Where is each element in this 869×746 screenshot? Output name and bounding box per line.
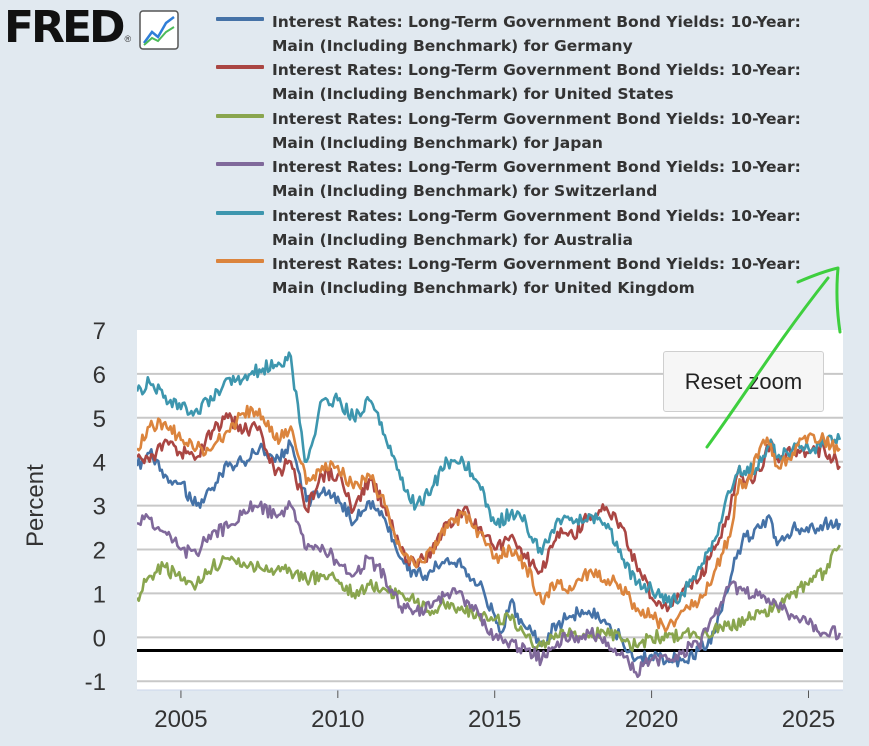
x-tick-label: 2020 bbox=[625, 706, 678, 733]
legend-item[interactable]: Interest Rates: Long-Term Government Bon… bbox=[216, 204, 856, 252]
legend-item[interactable]: Interest Rates: Long-Term Government Bon… bbox=[216, 58, 856, 106]
y-axis-title: Percent bbox=[22, 464, 49, 547]
x-tick-label: 2015 bbox=[468, 706, 521, 733]
legend-swatch bbox=[216, 210, 264, 215]
y-tick-label: 6 bbox=[93, 362, 106, 389]
chart-legend: Interest Rates: Long-Term Government Bon… bbox=[216, 10, 856, 300]
series-line[interactable] bbox=[137, 412, 841, 613]
y-tick-label: 3 bbox=[93, 494, 106, 521]
y-tick-label: -1 bbox=[85, 669, 106, 696]
y-tick-label: 7 bbox=[93, 318, 106, 345]
series-line[interactable] bbox=[137, 351, 842, 608]
x-tick-label: 2025 bbox=[782, 706, 835, 733]
legend-label: Interest Rates: Long-Term Government Bon… bbox=[272, 61, 801, 104]
y-tick-label: 2 bbox=[93, 538, 106, 565]
series-line[interactable] bbox=[137, 439, 842, 668]
x-tick-label: 2010 bbox=[311, 706, 364, 733]
legend-swatch bbox=[216, 162, 264, 167]
y-tick-label: 4 bbox=[93, 450, 106, 477]
legend-label: Interest Rates: Long-Term Government Bon… bbox=[272, 206, 801, 249]
series-line[interactable] bbox=[137, 404, 841, 633]
legend-label: Interest Rates: Long-Term Government Bon… bbox=[272, 158, 801, 201]
trend-chart-icon bbox=[139, 10, 179, 55]
logo-text: FRED bbox=[4, 2, 126, 53]
x-tick-label: 2005 bbox=[154, 706, 207, 733]
legend-item[interactable]: Interest Rates: Long-Term Government Bon… bbox=[216, 155, 856, 203]
legend-swatch bbox=[216, 258, 264, 263]
y-tick-label: 5 bbox=[93, 406, 106, 433]
y-tick-label: 1 bbox=[93, 581, 106, 608]
legend-label: Interest Rates: Long-Term Government Bon… bbox=[272, 13, 801, 55]
legend-item[interactable]: Interest Rates: Long-Term Government Bon… bbox=[216, 10, 856, 58]
y-tick-label: 0 bbox=[93, 625, 106, 652]
legend-label: Interest Rates: Long-Term Government Bon… bbox=[272, 254, 801, 297]
fred-logo[interactable]: FRED ® bbox=[4, 4, 179, 52]
series-line[interactable] bbox=[137, 544, 842, 653]
legend-swatch bbox=[216, 65, 264, 70]
legend-swatch bbox=[216, 113, 264, 118]
series-line[interactable] bbox=[137, 500, 842, 679]
legend-label: Interest Rates: Long-Term Government Bon… bbox=[272, 109, 801, 152]
legend-swatch bbox=[216, 17, 264, 21]
registered-mark: ® bbox=[124, 34, 132, 44]
legend-item[interactable]: Interest Rates: Long-Term Government Bon… bbox=[216, 107, 856, 155]
legend-item[interactable]: Interest Rates: Long-Term Government Bon… bbox=[216, 252, 856, 300]
reset-zoom-button[interactable]: Reset zoom bbox=[663, 351, 824, 412]
